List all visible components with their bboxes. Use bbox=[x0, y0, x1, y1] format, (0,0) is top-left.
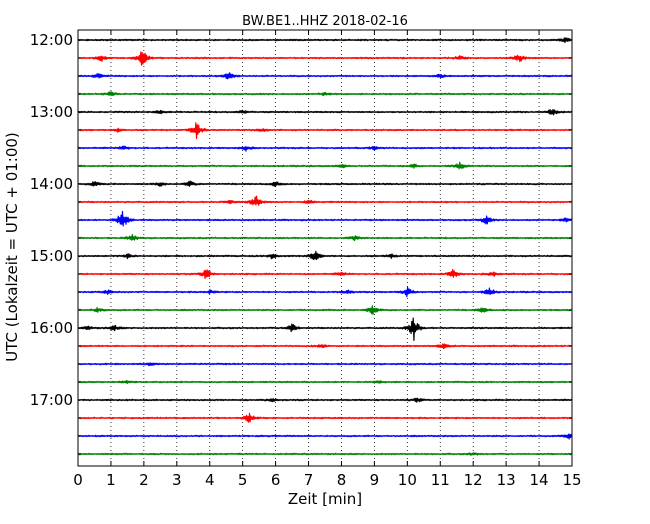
trace-1345 bbox=[77, 161, 573, 170]
trace-1445 bbox=[77, 233, 573, 242]
trace-1515 bbox=[77, 269, 573, 280]
x-tick-label: 3 bbox=[172, 471, 182, 489]
trace-1245 bbox=[77, 91, 573, 97]
x-tick-label: 7 bbox=[304, 471, 314, 489]
trace-1415 bbox=[77, 195, 573, 206]
x-tick-label: 8 bbox=[337, 471, 347, 489]
trace-1430 bbox=[77, 210, 573, 227]
trace-1615 bbox=[77, 343, 573, 350]
trace-1545 bbox=[77, 305, 573, 316]
x-tick-label: 0 bbox=[73, 471, 83, 489]
trace-1700 bbox=[77, 397, 573, 403]
y-axis-label: UTC (Lokalzeit = UTC + 01:00) bbox=[3, 132, 21, 362]
trace-1500 bbox=[77, 250, 573, 261]
x-tick-label: 5 bbox=[238, 471, 248, 489]
x-tick-label: 10 bbox=[398, 471, 417, 489]
trace-1730 bbox=[77, 433, 573, 440]
x-tick-label: 2 bbox=[139, 471, 149, 489]
y-tick-label: 12:00 bbox=[30, 31, 73, 49]
trace-1230 bbox=[77, 72, 573, 80]
y-tick-label: 17:00 bbox=[30, 391, 73, 409]
x-axis-ticks: 0 1 2 3 4 5 6 7 8 9 10 11 12 13 14 15 bbox=[73, 30, 582, 489]
x-tick-label: 15 bbox=[562, 471, 581, 489]
trace-1530 bbox=[77, 286, 573, 298]
x-tick-label: 9 bbox=[370, 471, 380, 489]
chart-title: BW.BE1..HHZ 2018-02-16 bbox=[242, 14, 408, 29]
trace-1630 bbox=[77, 362, 573, 367]
trace-1400 bbox=[77, 180, 573, 188]
trace-1645 bbox=[77, 379, 573, 384]
x-tick-label: 4 bbox=[205, 471, 215, 489]
trace-1200 bbox=[77, 37, 573, 44]
x-tick-label: 12 bbox=[464, 471, 483, 489]
trace-1300 bbox=[77, 108, 573, 116]
seismogram-traces bbox=[77, 37, 573, 456]
x-tick-label: 6 bbox=[271, 471, 281, 489]
trace-1600 bbox=[77, 317, 573, 342]
x-tick-label: 11 bbox=[431, 471, 450, 489]
y-tick-label: 13:00 bbox=[30, 103, 73, 121]
trace-1330 bbox=[77, 145, 573, 152]
x-tick-label: 14 bbox=[530, 471, 549, 489]
y-tick-label: 14:00 bbox=[30, 175, 73, 193]
trace-1745 bbox=[77, 451, 573, 456]
y-tick-label: 15:00 bbox=[30, 247, 73, 265]
grid-lines bbox=[110, 30, 540, 466]
trace-1215 bbox=[77, 51, 573, 66]
trace-1715 bbox=[77, 412, 573, 423]
x-tick-label: 1 bbox=[106, 471, 116, 489]
x-axis-label: Zeit [min] bbox=[288, 490, 362, 508]
x-tick-label: 13 bbox=[497, 471, 516, 489]
trace-1315 bbox=[77, 122, 573, 140]
plot-area-frame bbox=[77, 29, 573, 467]
y-tick-label: 16:00 bbox=[30, 319, 73, 337]
y-axis-ticks: 12:00 13:00 14:00 15:00 16:00 17:00 bbox=[30, 31, 572, 455]
